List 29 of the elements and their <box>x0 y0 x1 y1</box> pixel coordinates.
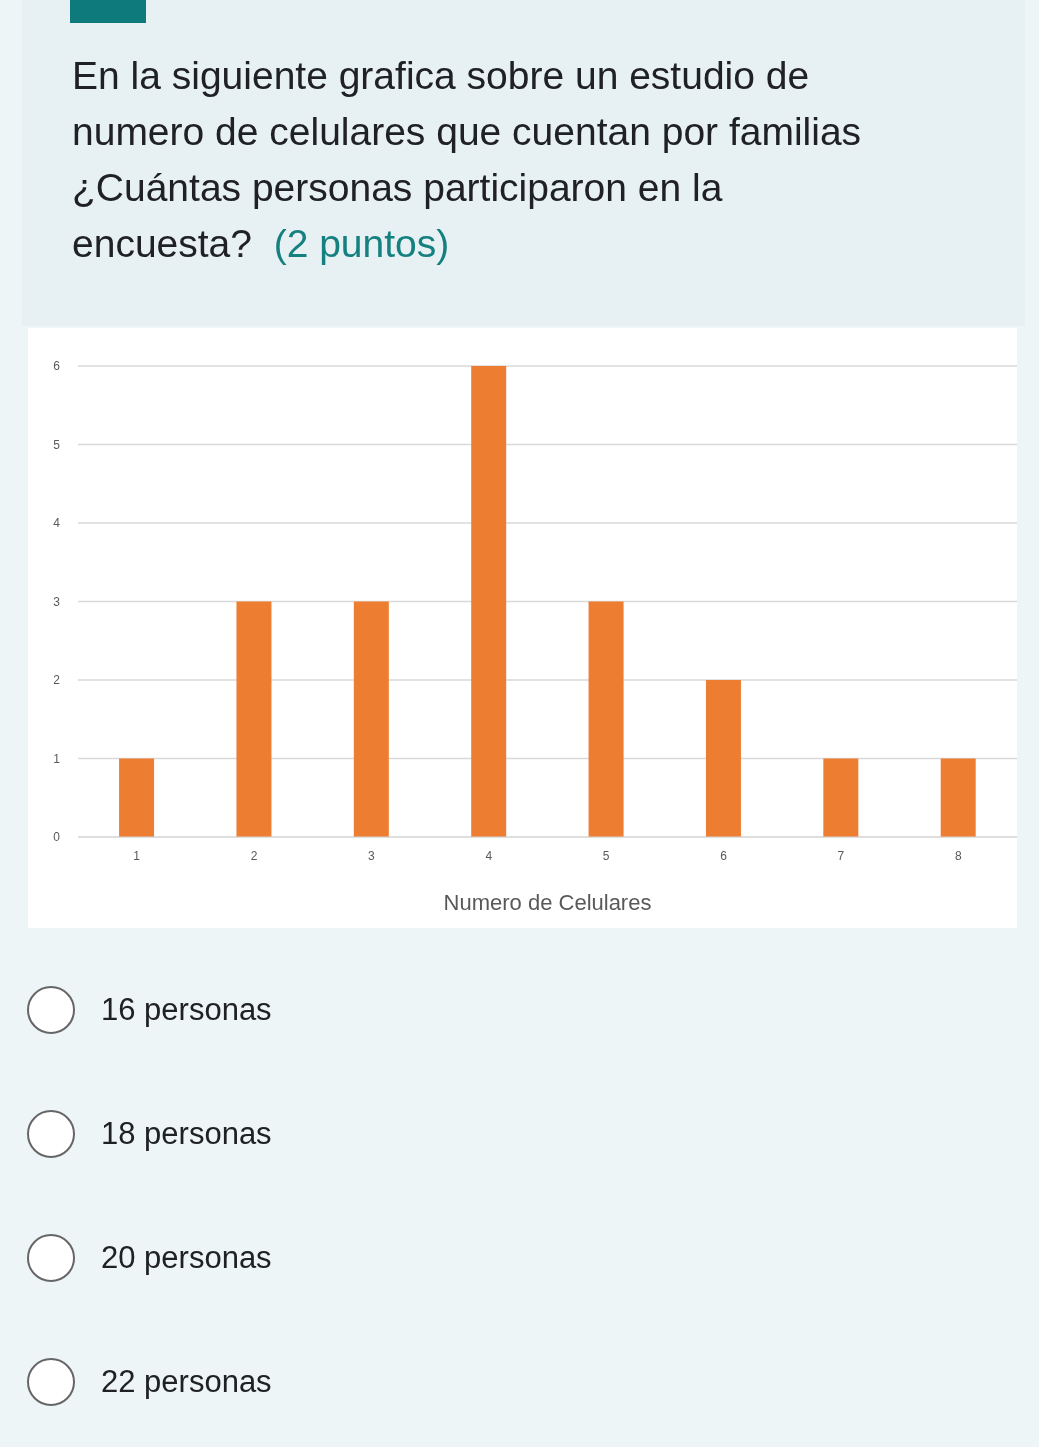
text: 22 personas <box>101 1364 272 1400</box>
y-tick-label: 2 <box>53 673 61 688</box>
x-tick-label: 2 <box>250 848 258 863</box>
bar <box>236 601 272 837</box>
x-tick-label: 5 <box>602 848 610 863</box>
x-tick-label: 3 <box>368 848 376 863</box>
bar <box>588 601 624 837</box>
text: 16 personas <box>101 992 272 1028</box>
bar <box>705 680 741 837</box>
y-tick-label: 5 <box>53 437 61 452</box>
y-tick-label: 1 <box>53 751 61 766</box>
text: 20 personas <box>101 1240 272 1276</box>
x-tick-label: 4 <box>485 848 493 863</box>
x-tick-label: 8 <box>954 848 962 863</box>
bar <box>823 758 859 837</box>
bar <box>471 366 507 837</box>
y-tick-label: 4 <box>53 516 61 531</box>
chart-subtitle: (2 puntos) <box>272 222 450 265</box>
bar <box>353 601 389 837</box>
x-tick-label: 6 <box>720 848 728 863</box>
y-tick-label: 6 <box>53 359 61 374</box>
x-tick-label: 1 <box>133 848 141 863</box>
y-tick-label: 0 <box>53 830 61 845</box>
bar <box>940 758 976 837</box>
text: 18 personas <box>101 1116 272 1152</box>
bar <box>119 758 155 837</box>
y-tick-label: 3 <box>53 594 61 609</box>
x-tick-label: 7 <box>837 848 845 863</box>
x-axis-title: Numero de Celulares <box>443 890 652 915</box>
